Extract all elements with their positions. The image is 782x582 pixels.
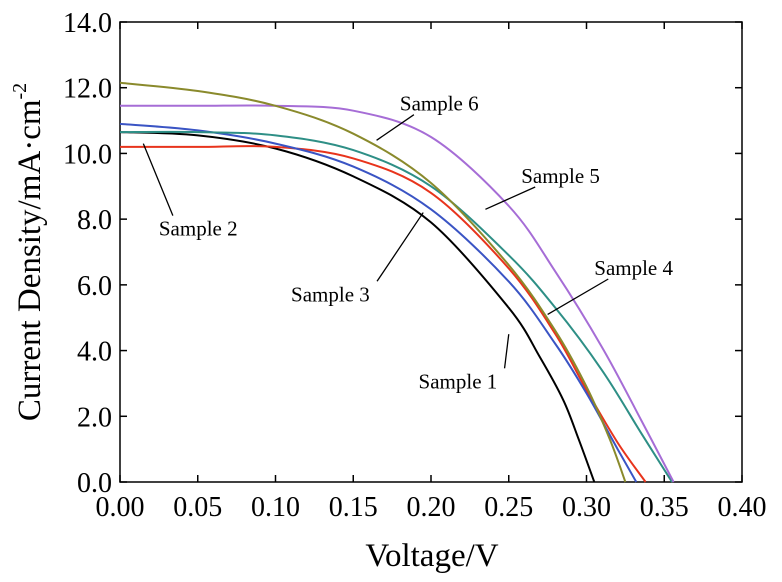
series-line-sample-6 [119, 81, 627, 483]
annotation-leader-line [376, 212, 424, 282]
x-tick-label: 0.00 [96, 492, 145, 523]
y-tick-label: 8.0 [77, 205, 112, 236]
series-line-sample-3 [119, 122, 638, 483]
series-line-sample-2 [120, 145, 647, 483]
annotation-label: Sample 4 [594, 256, 673, 280]
annotation-leader-line [485, 186, 536, 210]
annotation-leader-line [376, 114, 415, 141]
annotation-label: Sample 2 [159, 217, 238, 241]
y-tick-label: 2.0 [77, 402, 112, 433]
x-tick-label: 0.10 [251, 492, 300, 523]
annotation-label: Sample 6 [400, 92, 479, 116]
annotation-label: Sample 3 [291, 282, 370, 306]
x-tick-label: 0.30 [562, 492, 611, 523]
series-line-sample-1 [119, 131, 596, 483]
y-axis-ticks: 0.0 2.0 4.0 6.0 8.0 10.0 12.0 14.0 [63, 8, 742, 499]
x-axis-title: Voltage/V [365, 538, 498, 574]
annotation-layer: Sample 6 Sample 5 Sample 2 Sample 3 Sample 4… [142, 92, 674, 393]
y-tick-label: 10.0 [63, 139, 112, 170]
y-tick-label: 12.0 [63, 74, 112, 105]
annotation-leader-line [503, 334, 510, 369]
x-tick-label: 0.05 [173, 492, 222, 523]
annotation-leader-line [547, 278, 609, 315]
y-axis-title-superscript: -2 [9, 83, 31, 100]
series-line-sample-5 [120, 104, 675, 483]
annotation-leader-line [142, 143, 174, 216]
y-tick-label: 14.0 [63, 8, 112, 39]
x-axis-ticks: 0.00 0.05 0.10 0.15 0.20 0.25 0.30 0.35 0.40 [96, 22, 767, 523]
series-layer [119, 81, 675, 483]
y-axis-title-main: Current Density/mA·cm [12, 99, 48, 421]
y-axis-title: Current Density/mA·cm-2 [9, 83, 48, 421]
x-tick-label: 0.20 [407, 492, 456, 523]
series-line-sample-4 [119, 130, 673, 483]
x-tick-label: 0.15 [329, 492, 378, 523]
annotation-label: Sample 5 [521, 164, 600, 188]
y-tick-label: 4.0 [77, 337, 112, 368]
x-tick-label: 0.40 [718, 492, 767, 523]
x-tick-label: 0.25 [484, 492, 533, 523]
annotation-label: Sample 1 [419, 369, 498, 393]
x-tick-label: 0.35 [640, 492, 689, 523]
y-tick-label: 6.0 [77, 271, 112, 302]
y-tick-label: 0.0 [77, 468, 112, 499]
